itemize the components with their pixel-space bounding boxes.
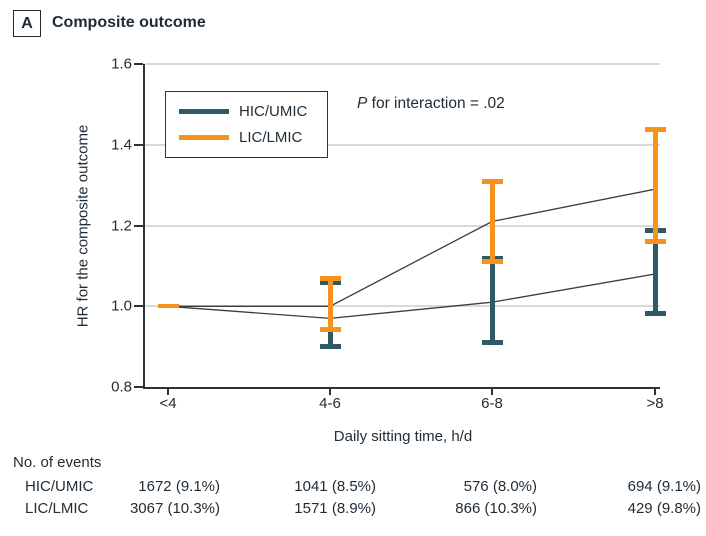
error-bar-cap-bottom-hic-umic xyxy=(482,339,503,345)
y-tick-label: 1.4 xyxy=(111,136,132,154)
legend-item-hic-umic: HIC/UMIC xyxy=(179,103,327,120)
p-interaction-text: for interaction = .02 xyxy=(367,95,505,112)
events-value: 1672 (9.1%) xyxy=(138,478,220,495)
events-row-label-hic: HIC/UMIC xyxy=(25,478,94,495)
y-gridline xyxy=(145,305,660,308)
y-axis-tick xyxy=(134,143,143,146)
x-axis-tick xyxy=(329,389,331,395)
y-gridline xyxy=(145,63,660,65)
events-value: 866 (10.3%) xyxy=(455,500,537,517)
error-bar-cap-bottom-hic-umic xyxy=(645,311,666,317)
x-tick-label: 6-8 xyxy=(481,395,503,412)
series-line-hic-umic xyxy=(167,273,656,320)
events-value: 429 (9.8%) xyxy=(627,500,701,517)
x-tick-label: 4-6 xyxy=(319,395,341,412)
error-bar-stem-hic-umic xyxy=(653,229,658,315)
y-tick-label: 1.2 xyxy=(111,217,132,234)
y-axis-label: HR for the composite outcome xyxy=(74,124,92,328)
legend: HIC/UMIC LIC/LMIC xyxy=(165,91,328,158)
events-value: 1571 (8.9%) xyxy=(294,500,376,517)
error-bar-cap-bottom-lic-lmic xyxy=(645,238,666,244)
events-row-label-lic: LIC/LMIC xyxy=(25,500,89,517)
p-symbol: P xyxy=(357,95,368,112)
error-bar-cap-bottom-lic-lmic xyxy=(482,258,503,264)
legend-label: HIC/UMIC xyxy=(239,103,308,120)
legend-label: LIC/LMIC xyxy=(239,129,303,146)
x-tick-label: <4 xyxy=(159,395,177,412)
y-gridline xyxy=(145,224,660,227)
events-table-header: No. of events xyxy=(13,454,102,471)
x-axis-tick xyxy=(491,389,493,395)
error-bar-stem-lic-lmic xyxy=(490,181,495,262)
y-axis-tick xyxy=(134,386,143,388)
events-value: 694 (9.1%) xyxy=(627,478,701,495)
error-bar-stem-lic-lmic xyxy=(328,277,333,331)
y-tick-label: 1.0 xyxy=(111,297,132,315)
events-value: 3067 (10.3%) xyxy=(129,500,220,517)
legend-item-lic-lmic: LIC/LMIC xyxy=(179,129,327,146)
y-tick-label: 0.8 xyxy=(111,378,132,396)
plot-area: HIC/UMIC LIC/LMIC P for interaction = .0… xyxy=(143,63,666,389)
error-bar-cap-top-lic-lmic xyxy=(482,179,503,185)
reference-dash-lic-lmic xyxy=(158,304,179,309)
series-line-lic-lmic xyxy=(168,188,656,307)
y-axis-tick xyxy=(134,305,143,308)
y-axis-tick xyxy=(134,224,143,227)
error-bar-cap-bottom-hic-umic xyxy=(320,343,341,349)
events-value: 576 (8.0%) xyxy=(463,478,537,495)
x-tick-label: >8 xyxy=(646,395,664,412)
panel-letter: A xyxy=(21,14,33,32)
events-value: 1041 (8.5%) xyxy=(294,478,376,495)
panel-letter-badge: A xyxy=(13,10,41,37)
hic-umic-line-swatch xyxy=(179,109,229,114)
y-tick-label: 1.6 xyxy=(111,55,132,73)
x-axis-tick xyxy=(654,389,656,395)
y-gridline xyxy=(145,143,660,146)
error-bar-stem-lic-lmic xyxy=(653,128,658,242)
lic-lmic-line-swatch xyxy=(179,135,229,140)
error-bar-cap-top-lic-lmic xyxy=(320,275,341,281)
panel-title: Composite outcome xyxy=(52,14,206,31)
x-axis-title: Daily sitting time, h/d xyxy=(333,428,473,445)
p-interaction-annotation: P for interaction = .02 xyxy=(357,95,505,113)
trend-lines xyxy=(167,188,656,320)
x-axis-tick xyxy=(167,389,169,395)
error-bar-cap-top-lic-lmic xyxy=(645,126,666,132)
error-bar-cap-bottom-lic-lmic xyxy=(320,327,341,333)
y-axis-tick xyxy=(134,63,143,65)
error-bar-stem-hic-umic xyxy=(490,257,495,343)
